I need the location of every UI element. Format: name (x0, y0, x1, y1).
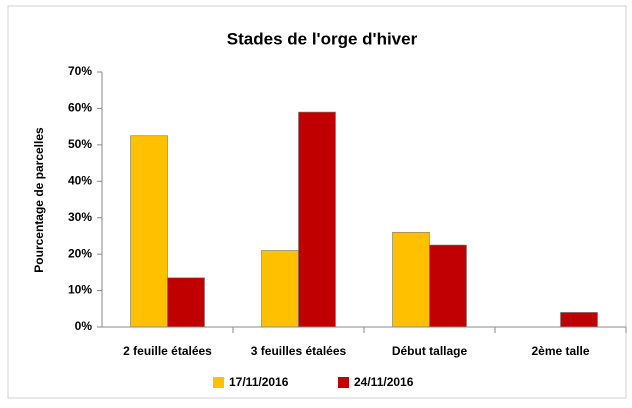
y-tick-label: 70% (68, 64, 92, 78)
bar (261, 250, 299, 328)
bar (429, 244, 467, 328)
x-tick-label: 2 feuille étalées (123, 344, 212, 358)
x-tick-label: Début tallage (392, 344, 468, 358)
y-tick-label: 40% (68, 173, 92, 187)
legend-swatch (338, 377, 349, 388)
y-tick-label: 0% (75, 319, 93, 333)
bar (130, 135, 168, 328)
legend-swatch (213, 377, 224, 388)
legend-label: 17/11/2016 (229, 375, 289, 389)
y-tick-label: 30% (68, 210, 92, 224)
x-tick-label: 3 feuilles étalées (251, 344, 347, 358)
y-tick-label: 60% (68, 101, 92, 115)
y-axis-label: Pourcentage de parcelles (32, 127, 46, 273)
legend-label: 24/11/2016 (354, 375, 414, 389)
chart-title: Stades de l'orge d'hiver (227, 29, 418, 48)
y-tick-label: 50% (68, 137, 92, 151)
bar (560, 312, 598, 328)
y-tick-label: 10% (68, 283, 92, 297)
bar (167, 277, 205, 328)
y-tick-label: 20% (68, 246, 92, 260)
bar (298, 111, 336, 328)
bar (392, 231, 430, 328)
x-tick-label: 2ème talle (531, 344, 589, 358)
